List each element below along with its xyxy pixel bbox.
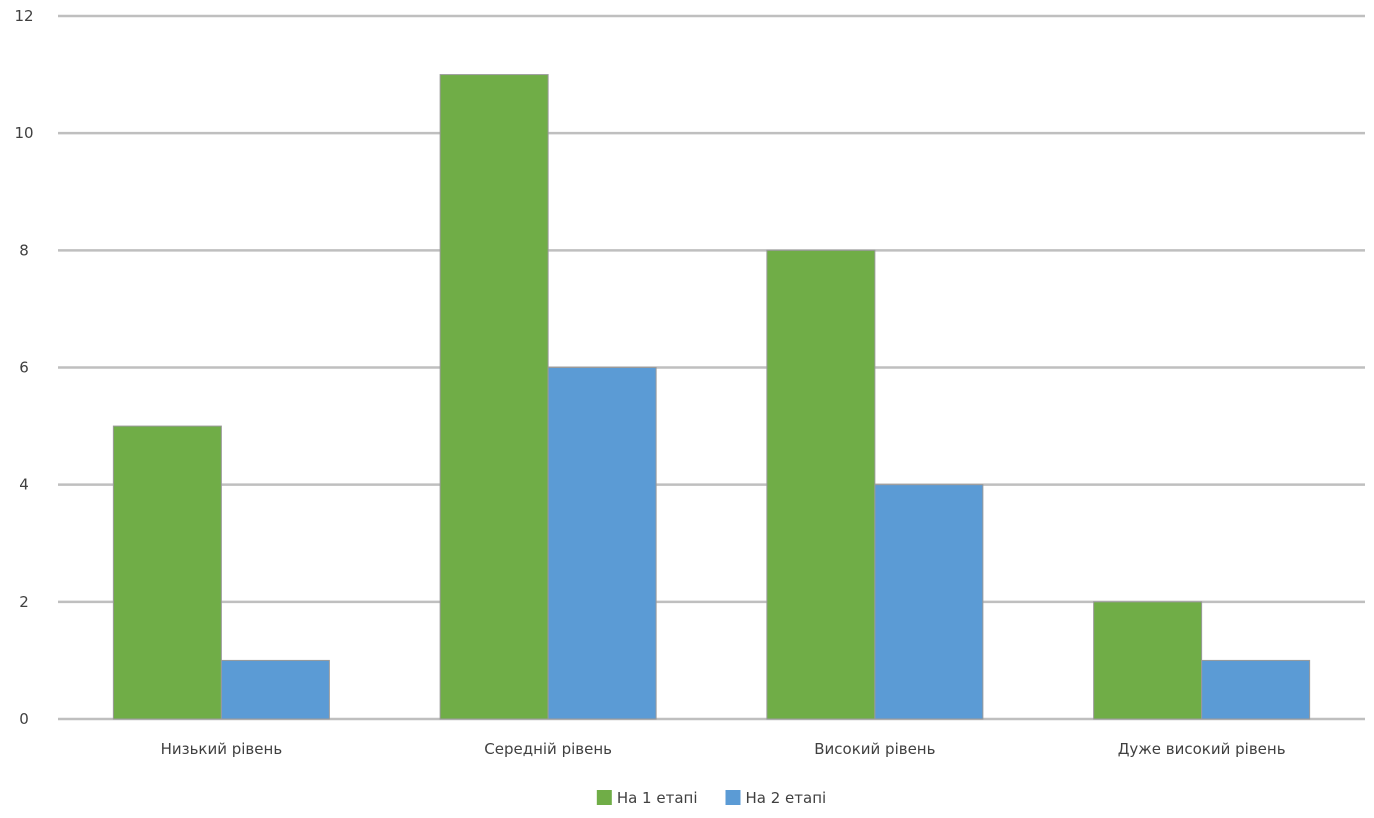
legend-label: На 2 етапі: [746, 789, 827, 807]
bar-series-2-cat-1: [220, 659, 330, 720]
bar-series-1-cat-3: [766, 249, 876, 720]
y-tick-label: 0: [19, 710, 29, 728]
x-category-label: Дуже високий рівень: [1118, 740, 1286, 758]
y-tick-label: 8: [19, 241, 29, 259]
legend-swatch: [725, 790, 741, 805]
legend: На 1 етапі На 2 етапі: [596, 789, 827, 807]
bars: [112, 74, 1311, 720]
legend-swatch: [596, 790, 612, 805]
legend-item-series-2: На 2 етапі: [725, 789, 827, 807]
bar-series-2-cat-2: [547, 367, 657, 720]
bar-series-1-cat-1: [112, 425, 222, 720]
bar-series-2-cat-4: [1201, 659, 1311, 720]
x-category-label: Високий рівень: [814, 740, 935, 758]
y-axis-tick-labels: 0 2 4 6 8 10 12: [14, 7, 33, 728]
y-tick-label: 12: [14, 7, 33, 25]
y-tick-label: 10: [14, 124, 33, 142]
bar-series-2-cat-3: [874, 484, 984, 720]
y-tick-label: 2: [19, 593, 29, 611]
legend-item-series-1: На 1 етапі: [596, 789, 698, 807]
x-category-label: Середній рівень: [484, 740, 612, 758]
x-category-label: Низький рівень: [161, 740, 283, 758]
bar-series-1-cat-4: [1093, 601, 1203, 720]
y-tick-label: 6: [19, 359, 29, 377]
gridlines: [58, 14, 1365, 721]
bar-series-1-cat-2: [439, 74, 549, 720]
x-axis-category-labels: Низький рівень Середній рівень Високий рів…: [161, 740, 1286, 758]
legend-label: На 1 етапі: [617, 789, 698, 807]
y-tick-label: 4: [19, 476, 29, 494]
